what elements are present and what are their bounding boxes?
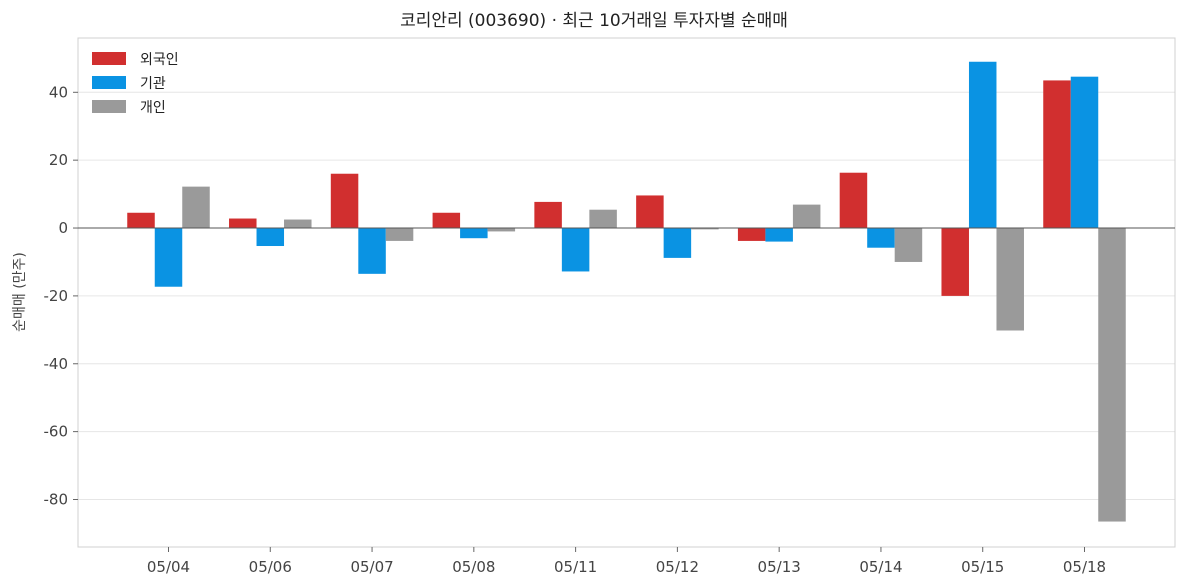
legend-swatch-2 <box>92 100 126 113</box>
bar-05-12-series-0 <box>636 195 664 229</box>
bar-05-14-series-0 <box>839 172 868 229</box>
bar-05-04-series-0 <box>127 212 155 229</box>
bar-05-14-series-1 <box>867 228 895 248</box>
y-tick-label-1: 20 <box>49 151 68 169</box>
y-tick-label-5: -60 <box>44 423 69 441</box>
bar-05-08-series-1 <box>460 228 488 239</box>
x-tick-label-7: 05/14 <box>859 558 902 576</box>
bar-05-07-series-2 <box>385 228 414 241</box>
chart-title: 코리안리 (003690) · 최근 10거래일 투자자별 순매매 <box>400 11 788 31</box>
bar-05-11-series-2 <box>589 209 617 229</box>
x-tick-label-8: 05/15 <box>961 558 1004 576</box>
x-tick-label-0: 05/04 <box>147 558 190 576</box>
bars <box>127 61 1126 522</box>
bar-05-04-series-2 <box>182 186 210 229</box>
bar-05-13-series-0 <box>737 228 766 241</box>
legend-label-0: 외국인 <box>140 52 179 68</box>
bar-05-07-series-1 <box>358 228 386 274</box>
x-tick-label-9: 05/18 <box>1063 558 1106 576</box>
y-axis-label: 순매매 (만주) <box>12 252 28 332</box>
legend-label-2: 개인 <box>140 100 166 116</box>
bar-05-14-series-2 <box>894 228 923 262</box>
bar-05-04-series-1 <box>154 228 183 287</box>
bar-05-06-series-2 <box>284 219 312 229</box>
y-axis-ticks: 40 20 0 -20 -40 -60 -80 <box>44 83 78 508</box>
bar-05-08-series-0 <box>432 212 461 229</box>
bar-05-06-series-1 <box>256 228 285 247</box>
bar-05-15-series-0 <box>941 228 969 296</box>
bar-05-13-series-1 <box>765 228 793 242</box>
x-tick-label-4: 05/11 <box>554 558 597 576</box>
bar-05-15-series-1 <box>968 61 997 229</box>
x-tick-label-5: 05/12 <box>656 558 699 576</box>
bar-05-07-series-0 <box>330 173 359 229</box>
x-tick-label-6: 05/13 <box>758 558 801 576</box>
bar-05-18-series-1 <box>1070 76 1099 229</box>
bar-05-18-series-2 <box>1098 228 1126 522</box>
y-tick-label-6: -80 <box>44 490 69 508</box>
legend-label-1: 기관 <box>140 76 166 92</box>
y-tick-label-0: 40 <box>49 83 68 101</box>
y-tick-label-3: -20 <box>44 287 69 305</box>
legend-swatch-1 <box>92 76 126 89</box>
bar-05-12-series-2 <box>691 228 719 230</box>
x-tick-label-2: 05/07 <box>350 558 393 576</box>
bar-05-06-series-0 <box>229 218 257 229</box>
bar-05-13-series-2 <box>792 204 821 229</box>
bar-05-12-series-1 <box>663 228 692 258</box>
legend-swatch-0 <box>92 52 126 65</box>
bar-05-11-series-1 <box>561 228 590 272</box>
y-tick-label-2: 0 <box>58 219 68 237</box>
x-axis-ticks: 05/04 05/06 05/07 05/08 05/11 05/12 05/13 05/14… <box>147 547 1106 576</box>
bar-05-18-series-0 <box>1043 80 1071 229</box>
bar-05-08-series-2 <box>487 228 516 232</box>
x-tick-label-3: 05/08 <box>452 558 495 576</box>
y-tick-label-4: -40 <box>44 355 69 373</box>
x-tick-label-1: 05/06 <box>249 558 292 576</box>
bar-05-11-series-0 <box>534 201 562 229</box>
plot-frame <box>77 37 1176 548</box>
bar-05-15-series-2 <box>996 228 1024 331</box>
